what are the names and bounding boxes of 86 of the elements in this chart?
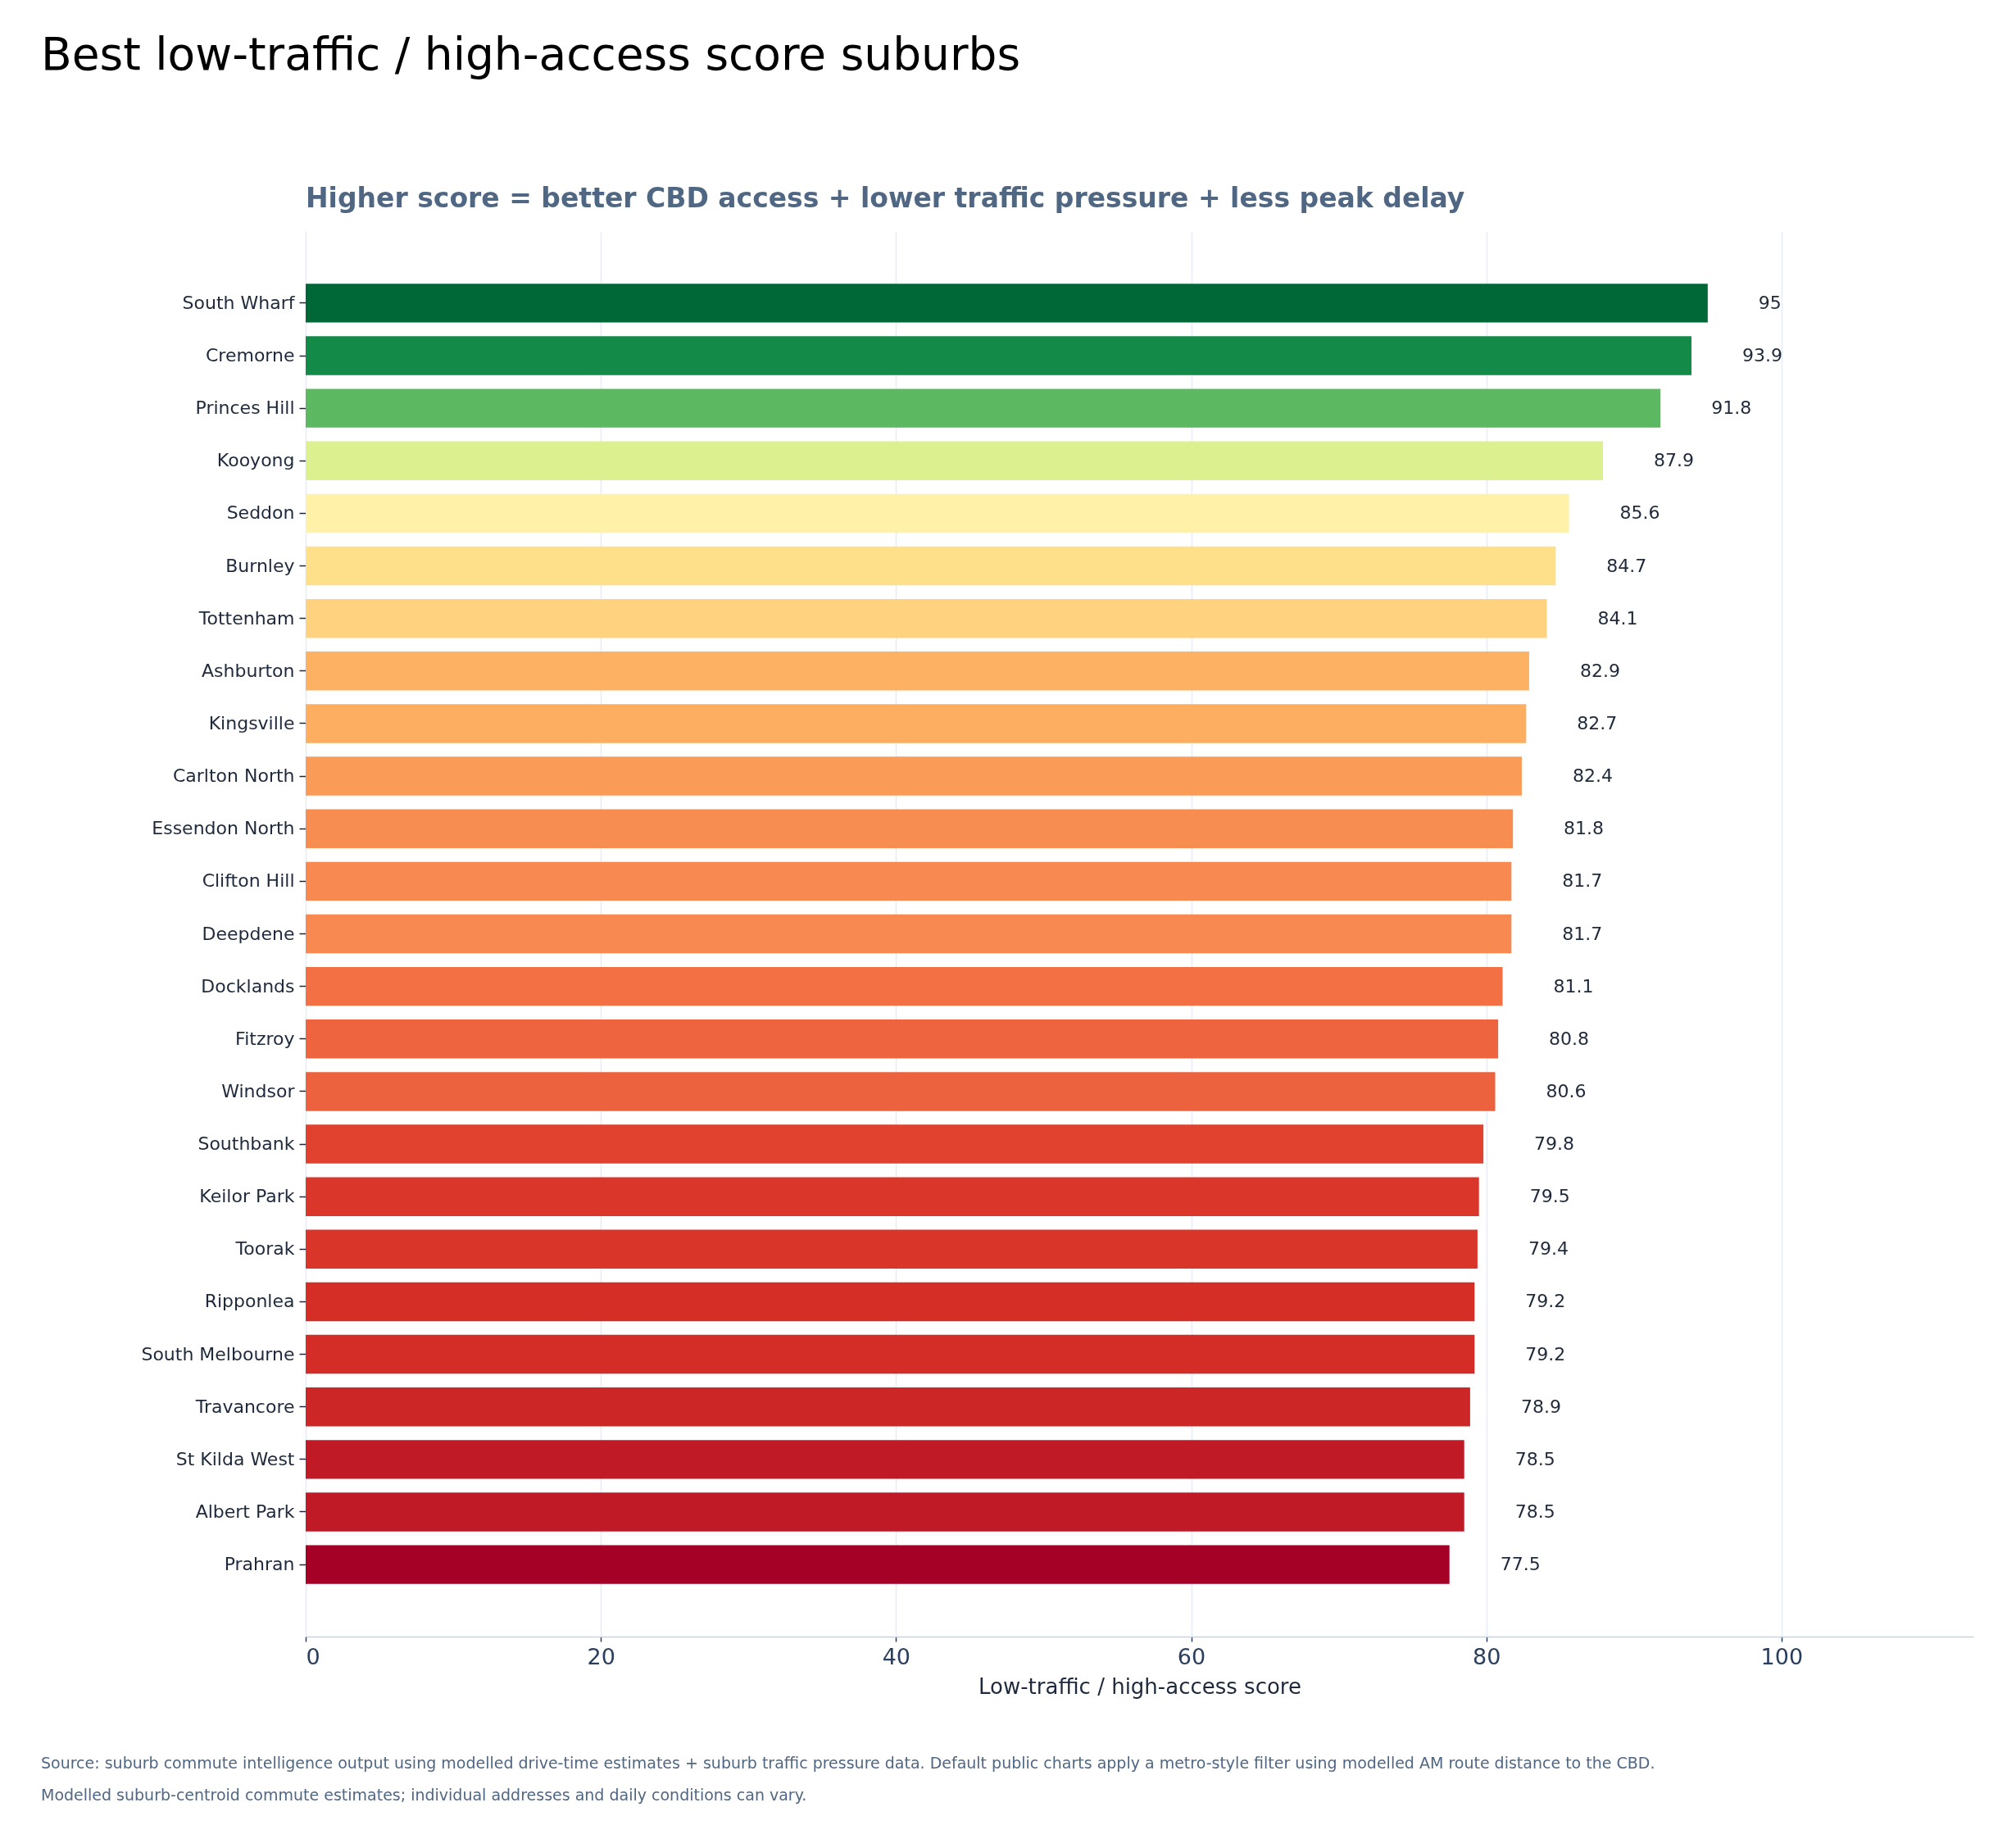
bar [306,546,1556,586]
bar [306,1282,1475,1322]
data-label: 91.8 [1711,397,1752,419]
bar [306,704,1527,743]
y-tick-label: Kingsville [208,712,295,733]
bar [306,441,1603,481]
data-label: 79.2 [1525,1343,1566,1364]
data-label: 77.5 [1500,1554,1541,1575]
source-note: Source: suburb commute intelligence output using modelled drive-time estimates + suburb traffic pressure data. Default public charts apply a metro-style filter using modelled AM route distance to the CBD. [41,1754,1655,1773]
y-tick-label: Deepdene [202,923,295,944]
bar [306,1072,1496,1111]
bar [306,1019,1499,1059]
data-label: 81.1 [1553,975,1594,997]
data-label: 93.9 [1742,345,1783,366]
data-label: 79.5 [1529,1186,1570,1207]
data-label: 95 [1758,292,1782,313]
bar [306,1545,1450,1584]
x-axis-title: Low-traffic / high-access score [978,1673,1301,1699]
bar [306,1492,1464,1532]
y-tick-label: Ripponlea [204,1291,295,1312]
chart-subtitle: Higher score = better CBD access + lower traffic pressure + less peak delay [306,182,1465,214]
bar [306,1124,1484,1164]
bar [306,598,1547,638]
y-tick-label: Windsor [221,1080,296,1101]
data-label: 81.8 [1564,818,1605,839]
data-label: 87.9 [1653,450,1694,471]
bar [306,861,1512,901]
y-tick-label: Toorak [234,1238,295,1260]
y-tick-label: St Kilda West [175,1448,295,1469]
y-tick-label: Carlton North [172,765,295,787]
bar [306,756,1522,796]
y-tick-label: Seddon [226,502,295,524]
bar [306,1229,1478,1269]
bar [306,652,1529,691]
bar [306,1440,1464,1479]
data-label: 79.4 [1528,1238,1569,1260]
data-label: 81.7 [1562,870,1603,892]
y-tick-label: Docklands [201,975,295,997]
data-label: 82.4 [1572,765,1613,787]
data-label: 80.8 [1549,1028,1590,1049]
bar [306,914,1512,954]
bar [306,493,1569,534]
bar [306,809,1514,848]
x-tick-label: 100 [1760,1643,1804,1669]
y-tick-label: South Melbourne [141,1343,295,1364]
data-label: 84.1 [1597,607,1638,629]
y-tick-label: Cremorne [206,345,295,366]
y-tick-label: Tottenham [198,607,295,629]
bar [306,966,1503,1006]
bar [306,336,1692,375]
data-label: 81.7 [1562,923,1603,944]
y-tick-label: Burnley [225,555,295,576]
data-label: 82.7 [1577,712,1618,733]
chart-title: Best low-traffic / high-access score suburbs [41,28,1021,80]
y-tick-label: Ashburton [202,660,295,681]
y-tick-label: Clifton Hill [202,870,295,892]
data-label: 82.9 [1579,660,1620,681]
y-tick-label: Southbank [198,1133,295,1155]
text: Modelled suburb-centroid commute estimates; individual addresses and daily conditions can vary. [41,1786,807,1805]
data-label: 78.9 [1520,1396,1561,1417]
bar [306,1177,1479,1216]
y-tick-label: Keilor Park [199,1186,295,1207]
data-label: 78.5 [1514,1448,1555,1469]
y-tick-label: South Wharf [182,292,296,313]
y-tick-label: Fitzroy [235,1028,295,1049]
y-tick-label: Travancore [194,1396,295,1417]
bar [306,1387,1470,1427]
x-tick-label: 40 [882,1643,911,1669]
bar [306,388,1661,428]
y-tick-label: Prahran [224,1554,295,1575]
y-tick-label: Essendon North [152,818,295,839]
x-tick-label: 60 [1177,1643,1206,1669]
data-label: 80.6 [1546,1080,1587,1101]
data-label: 79.8 [1534,1133,1575,1155]
data-label: 84.7 [1606,555,1647,576]
x-tick-label: 0 [306,1643,320,1669]
y-tick-label: Kooyong [216,450,295,471]
bar [306,284,1708,323]
y-tick-label: Albert Park [195,1501,295,1522]
x-tick-label: 80 [1473,1643,1501,1669]
data-label: 78.5 [1514,1501,1555,1522]
y-tick-label: Princes Hill [195,397,295,419]
x-tick-label: 20 [587,1643,615,1669]
bar [306,1334,1475,1374]
data-label: 85.6 [1619,502,1660,524]
data-label: 79.2 [1525,1291,1566,1312]
